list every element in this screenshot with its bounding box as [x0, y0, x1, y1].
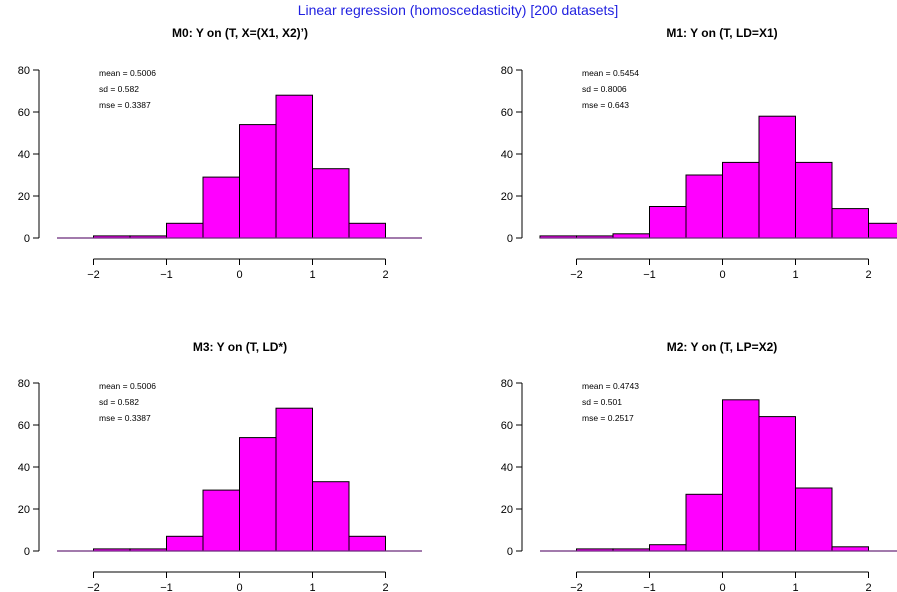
- histogram-bar: [758, 416, 796, 552]
- y-tick-label: 40: [18, 149, 30, 161]
- histogram-bar: [202, 176, 240, 239]
- y-tick-label: 0: [507, 546, 513, 558]
- x-tick-label: 0: [719, 582, 725, 592]
- panel-title: M2: Y on (T, LP=X2): [667, 340, 778, 354]
- y-tick-label: 60: [18, 420, 30, 432]
- histogram-bar: [868, 222, 897, 239]
- histogram-bar: [348, 222, 386, 239]
- histogram-bar: [649, 544, 687, 552]
- histogram-bar: [239, 124, 277, 239]
- histogram-bar: [275, 407, 313, 552]
- x-tick-label: 1: [792, 582, 798, 592]
- stat-mse-label: mse = 0.3387: [99, 413, 151, 423]
- histogram-bar: [612, 233, 650, 239]
- stat-sd-label: sd = 0.582: [99, 397, 139, 407]
- stat-mean-label: mean = 0.5006: [99, 381, 156, 391]
- histogram-bar: [166, 222, 204, 239]
- histogram-bar: [722, 399, 760, 552]
- stat-sd-label: sd = 0.582: [99, 84, 139, 94]
- panel-title: M0: Y on (T, X=(X1, X2)’): [172, 26, 308, 40]
- x-tick-label: 0: [236, 582, 242, 592]
- x-tick-label: 1: [309, 582, 315, 592]
- y-tick-label: 80: [18, 378, 30, 390]
- y-tick-label: 20: [501, 504, 513, 516]
- x-tick-label: −1: [160, 582, 173, 592]
- stat-sd-label: sd = 0.501: [582, 397, 622, 407]
- y-tick-label: 80: [501, 378, 513, 390]
- y-tick-label: 60: [18, 107, 30, 119]
- x-tick-label: −2: [87, 582, 100, 592]
- stat-mse-label: mse = 0.643: [582, 100, 629, 110]
- x-tick-label: 0: [719, 269, 725, 281]
- histogram-bar: [239, 437, 277, 552]
- y-tick-label: 0: [24, 546, 30, 558]
- stat-mean-label: mean = 0.4743: [582, 381, 639, 391]
- histogram-bar: [795, 487, 833, 552]
- y-tick-label: 40: [18, 462, 30, 474]
- histogram-bar: [275, 94, 313, 239]
- histogram-bar: [202, 489, 240, 552]
- y-tick-label: 20: [18, 191, 30, 203]
- histogram-panel-1: M1: Y on (T, LD=X1) 0 20 40 60 80 −2 −1 0 1 2 mean …: [501, 26, 897, 281]
- x-tick-label: 2: [382, 269, 388, 281]
- x-tick-label: −1: [643, 582, 656, 592]
- stat-mse-label: mse = 0.2517: [582, 413, 634, 423]
- x-tick-label: −1: [160, 269, 173, 281]
- figure-suptitle: Linear regression (homoscedasticity) [20…: [298, 2, 619, 18]
- y-tick-label: 20: [18, 504, 30, 516]
- histogram-panel-3: M2: Y on (T, LP=X2) 0 20 40 60 80 −2 −1 0 1 2 mean …: [501, 340, 897, 592]
- histogram-bar: [722, 161, 760, 239]
- x-tick-label: −2: [570, 269, 583, 281]
- y-tick-label: 40: [501, 462, 513, 474]
- x-tick-label: 1: [309, 269, 315, 281]
- stat-mse-label: mse = 0.3387: [99, 100, 151, 110]
- histogram-bar: [795, 161, 833, 239]
- stat-mean-label: mean = 0.5454: [582, 68, 639, 78]
- x-tick-label: −2: [87, 269, 100, 281]
- y-tick-label: 80: [18, 65, 30, 77]
- histogram-bar: [348, 535, 386, 552]
- histogram-panel-2: M3: Y on (T, LD*) 0 20 40 60 80 −2 −1 0 1 2 mean = …: [18, 340, 422, 592]
- histogram-bar: [166, 535, 204, 552]
- y-tick-label: 20: [501, 191, 513, 203]
- y-tick-label: 60: [501, 107, 513, 119]
- x-tick-label: 1: [792, 269, 798, 281]
- histogram-panel-0: M0: Y on (T, X=(X1, X2)’) 0 20 40 60 80 −2 −1 0 1…: [18, 26, 422, 281]
- x-tick-label: 0: [236, 269, 242, 281]
- x-tick-label: −1: [643, 269, 656, 281]
- histogram-bar: [831, 546, 869, 552]
- histogram-bar: [649, 206, 687, 239]
- y-tick-label: 60: [501, 420, 513, 432]
- y-tick-label: 80: [501, 65, 513, 77]
- histogram-bar: [831, 208, 869, 239]
- y-tick-label: 0: [507, 233, 513, 245]
- panel-title: M1: Y on (T, LD=X1): [666, 26, 777, 40]
- histogram-bar: [758, 115, 796, 239]
- histogram-bar: [312, 168, 350, 239]
- stat-mean-label: mean = 0.5006: [99, 68, 156, 78]
- panel-title: M3: Y on (T, LD*): [193, 340, 287, 354]
- y-tick-label: 0: [24, 233, 30, 245]
- y-tick-label: 40: [501, 149, 513, 161]
- x-tick-label: 2: [865, 582, 871, 592]
- x-tick-label: 2: [865, 269, 871, 281]
- histogram-bar: [312, 481, 350, 552]
- x-tick-label: −2: [570, 582, 583, 592]
- stat-sd-label: sd = 0.8006: [582, 84, 627, 94]
- histogram-bar: [685, 174, 723, 239]
- x-tick-label: 2: [382, 582, 388, 592]
- histogram-bar: [685, 493, 723, 552]
